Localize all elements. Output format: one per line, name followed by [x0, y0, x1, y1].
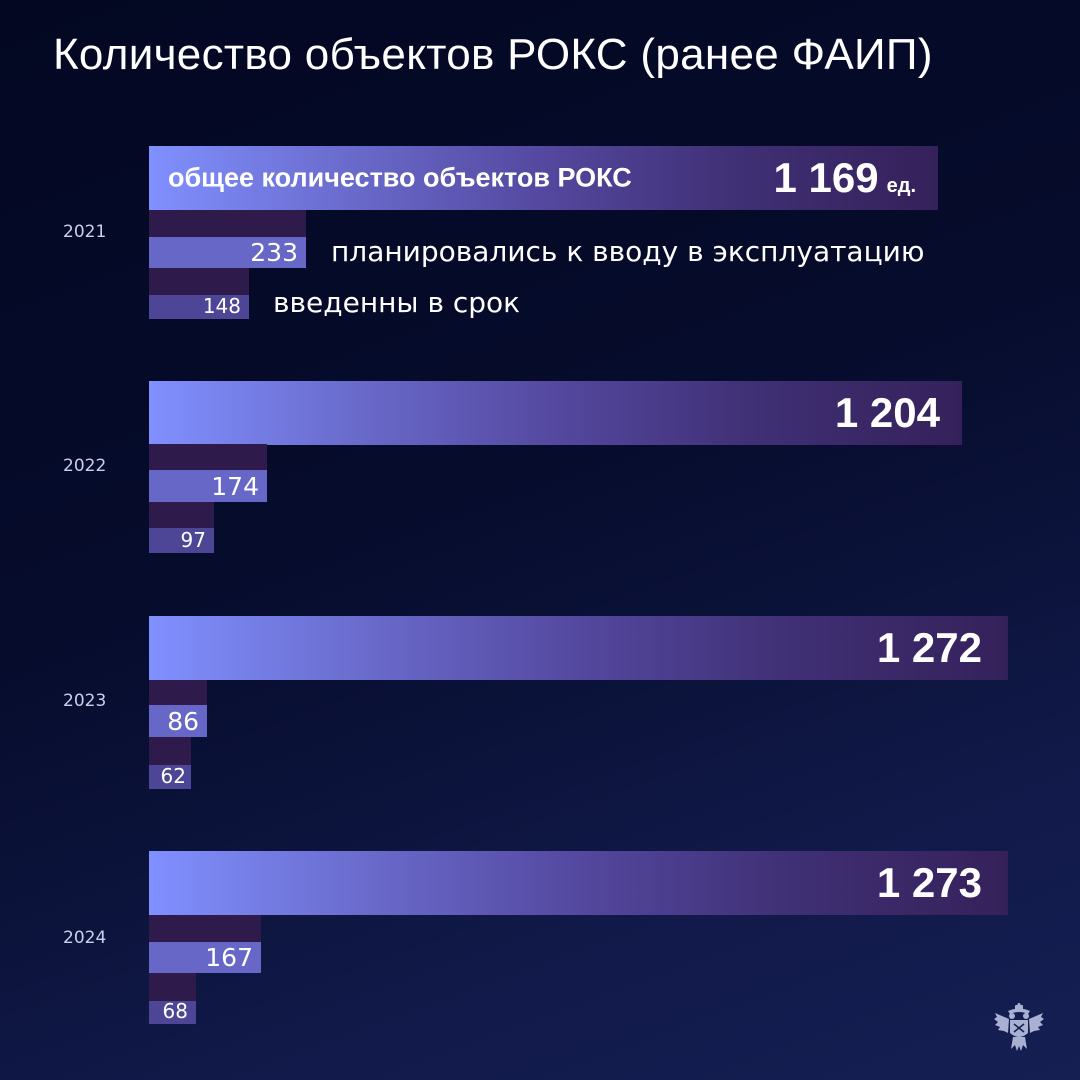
ontime-bar-2022: 97: [149, 528, 214, 553]
ontime-value-2022: 97: [180, 528, 206, 552]
ontime-value-2024: 68: [162, 999, 188, 1023]
planned-value-2023: 86: [167, 707, 199, 736]
total-bar-2022: 1 204: [149, 381, 962, 445]
total-bar-2023: 1 272: [149, 616, 1008, 680]
unit-label: ед.: [886, 175, 916, 197]
ontime-bar-shadow-2021: [149, 268, 249, 295]
planned-bar-shadow-2023: [149, 680, 207, 705]
total-value-2024: 1 273: [876, 859, 982, 906]
year-label-2022: 2022: [63, 456, 107, 476]
ontime-bar-2024: 68: [149, 999, 196, 1024]
year-label-2023: 2023: [63, 691, 107, 711]
legend-total-label: общее количество объектов РОКС: [168, 162, 632, 193]
ontime-bar-shadow-2022: [149, 502, 214, 528]
planned-bar-2021: 233: [149, 237, 306, 268]
total-bar-2024: 1 273: [149, 851, 1008, 915]
ontime-bar-2021: 148: [149, 294, 249, 319]
year-label-2021: 2021: [63, 222, 107, 242]
planned-bar-shadow-2024: [149, 915, 261, 942]
total-value-2023: 1 272: [876, 624, 982, 671]
planned-value-2022: 174: [211, 472, 259, 501]
chart-title: Количество объектов РОКС (ранее ФАИП): [53, 30, 933, 79]
planned-value-2021: 233: [250, 238, 298, 267]
planned-bar-2023: 86: [149, 705, 207, 737]
ontime-value-2021: 148: [202, 294, 241, 318]
year-label-2024: 2024: [63, 928, 107, 948]
total-bar-2021: общее количество объектов РОКС 1 169 ед.: [149, 146, 938, 210]
legend-planned-label: планировались к вводу в эксплуатацию: [331, 235, 925, 268]
planned-bar-2022: 174: [149, 470, 267, 502]
planned-bar-shadow-2021: [149, 210, 306, 237]
ontime-bar-shadow-2023: [149, 737, 191, 765]
ontime-bar-2023: 62: [149, 764, 191, 789]
planned-value-2024: 167: [205, 943, 253, 972]
planned-bar-2024: 167: [149, 942, 261, 973]
total-value-2022: 1 204: [834, 389, 940, 436]
total-value-2021: 1 169 ед.: [773, 154, 916, 201]
double-headed-eagle-icon: [994, 1003, 1044, 1051]
ontime-value-2023: 62: [160, 764, 186, 788]
legend-ontime-label: введенны в срок: [273, 286, 521, 319]
planned-bar-shadow-2022: [149, 444, 267, 470]
ontime-bar-shadow-2024: [149, 973, 196, 1001]
